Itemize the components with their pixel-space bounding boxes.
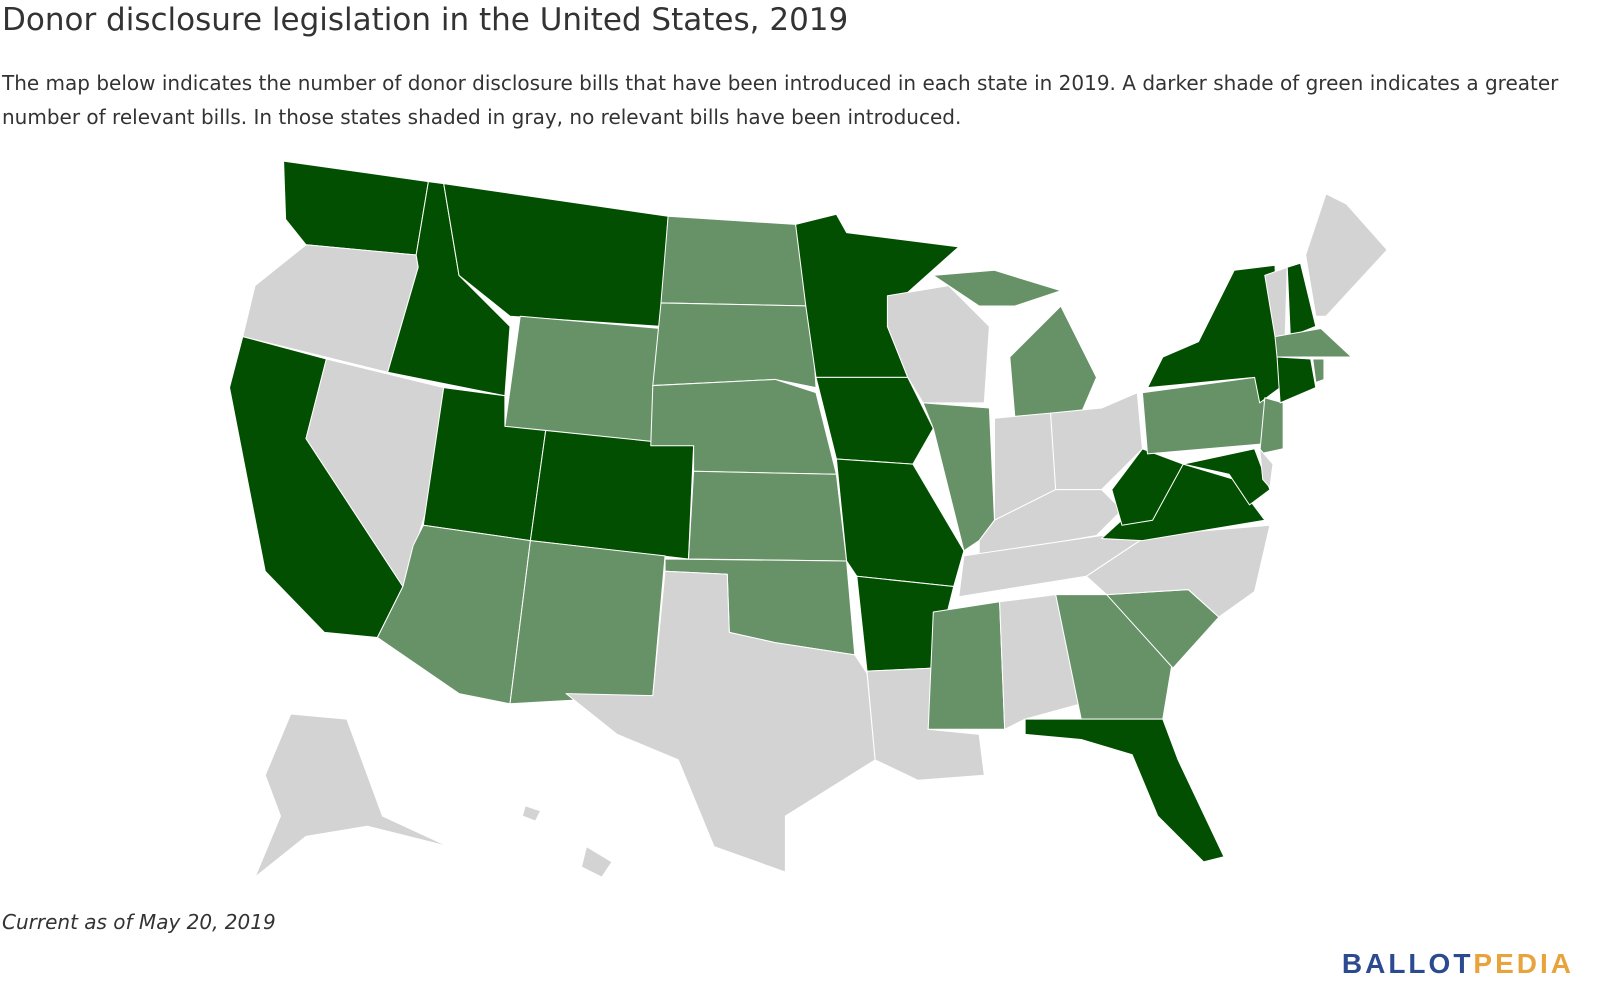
state: [1141, 376, 1276, 455]
state: [1312, 358, 1325, 384]
state: [932, 269, 1062, 307]
state: [1055, 594, 1174, 720]
state: [283, 160, 429, 256]
state: [529, 429, 695, 560]
state: [565, 570, 876, 873]
state: [886, 285, 990, 404]
state: [999, 594, 1082, 730]
state: [660, 215, 812, 307]
states: [228, 160, 1388, 878]
state: [443, 183, 669, 327]
state: [1182, 448, 1271, 506]
state: [504, 315, 662, 447]
state: [815, 376, 934, 465]
logo-right: PEDIA: [1473, 948, 1574, 979]
state: [580, 846, 613, 878]
state: [521, 805, 542, 822]
state: [1305, 193, 1388, 317]
state: [652, 302, 817, 389]
state: [1024, 718, 1225, 863]
state: [927, 601, 1006, 730]
state: [1274, 327, 1353, 358]
state: [254, 713, 450, 878]
title: Donor disclosure legislation in the Unit…: [2, 2, 849, 38]
state: [835, 458, 965, 588]
state: [1286, 262, 1317, 338]
state: [1111, 448, 1184, 526]
state: [1009, 305, 1098, 419]
state: [1146, 264, 1281, 404]
state: [1259, 397, 1284, 455]
state: [687, 470, 848, 562]
state: [509, 540, 666, 705]
footnote: Current as of May 20, 2019: [2, 910, 276, 934]
logo-left: BALLOT: [1341, 948, 1474, 979]
state: [1276, 356, 1317, 404]
description: The map below indicates the number of do…: [2, 71, 1559, 129]
logo: BALLOTPEDIA: [1342, 948, 1574, 980]
state: [1259, 448, 1274, 489]
us-map: [228, 160, 1388, 878]
